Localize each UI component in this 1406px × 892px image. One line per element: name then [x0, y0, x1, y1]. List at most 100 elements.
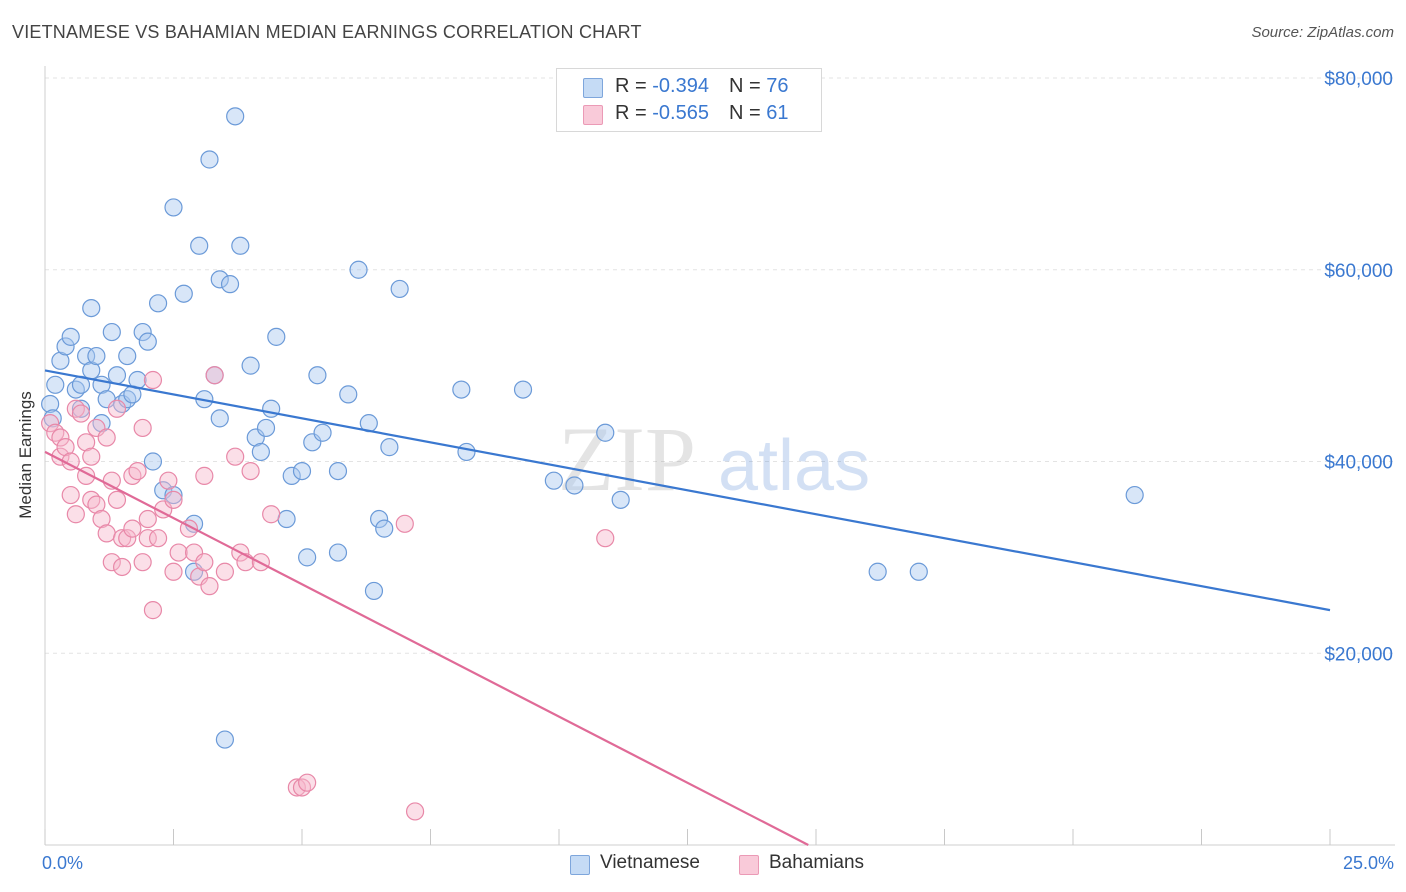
bahamians-swatch — [739, 855, 759, 875]
bahamian-point — [92, 509, 111, 529]
vietnamese-point — [71, 399, 91, 418]
vietnamese-point — [339, 385, 358, 404]
vietnamese-point — [148, 294, 168, 313]
bahamian-point — [87, 495, 106, 514]
bahamian-point — [241, 461, 260, 481]
vietnamese-swatch — [570, 855, 590, 875]
bahamian-point — [200, 577, 219, 596]
correlation-legend: R = -0.394 N = 76 R = -0.565 N = 61 — [556, 68, 822, 132]
bahamian-point — [215, 562, 234, 581]
vietnamese-point — [61, 327, 80, 346]
bahamian-point — [405, 802, 425, 821]
vietnamese-point — [292, 461, 312, 481]
y-tick-label: $20,000 — [1324, 644, 1393, 665]
vietnamese-point — [43, 409, 62, 428]
vietnamese-trend-line — [44, 369, 1331, 612]
vietnamese-point — [41, 394, 60, 414]
bahamian-point — [195, 553, 214, 572]
bahamian-point — [107, 490, 127, 509]
vietnamese-point — [251, 442, 270, 462]
bahamian-point — [133, 553, 152, 572]
vietnamese-point — [277, 509, 296, 529]
vietnamese-point — [308, 366, 327, 385]
bahamian-point — [118, 529, 137, 548]
vietnamese-point — [1125, 485, 1144, 505]
vietnamese-point — [457, 442, 476, 462]
r-label: R = — [615, 102, 653, 124]
vietnamese-point — [220, 275, 240, 294]
vietnamese-point — [102, 322, 121, 342]
bahamian-point — [395, 514, 414, 533]
bahamian-point — [102, 553, 121, 572]
bahamian-point — [287, 778, 306, 797]
bahamian-point — [112, 557, 132, 577]
bahamian-point — [123, 519, 142, 538]
n-label: N = — [728, 102, 767, 124]
vietnamese-point — [87, 346, 106, 366]
n-value: 61 — [766, 102, 789, 124]
vietnamese-point — [138, 332, 157, 351]
vietnamese-point — [513, 380, 533, 399]
vietnamese-point — [375, 519, 394, 538]
r-value: -0.394 — [652, 75, 709, 97]
bahamian-point — [262, 505, 281, 524]
chart-source: Source: ZipAtlas.com — [1251, 24, 1394, 41]
bahamian-point — [164, 562, 183, 581]
vietnamese-point — [364, 581, 384, 601]
watermark: ZIP atlas — [558, 408, 870, 510]
vietnamese-point — [190, 236, 209, 255]
y-tick-label: $80,000 — [1324, 69, 1393, 90]
bahamian-point — [41, 414, 60, 433]
bahamian-point — [51, 428, 70, 447]
trend-lines — [44, 369, 1331, 846]
x-tick-label-max: 25.0% — [1342, 853, 1394, 873]
bahamian-point — [143, 370, 163, 390]
bahamian-point — [143, 601, 163, 620]
vietnamese-point — [56, 337, 75, 356]
bahamian-point — [56, 438, 75, 457]
vietnamese-point — [46, 375, 65, 394]
vietnamese-point — [82, 299, 101, 318]
bahamian-point — [205, 366, 224, 385]
bahamian-point — [82, 447, 101, 466]
bahamian-point — [169, 543, 188, 562]
vietnamese-point — [267, 327, 286, 346]
bahamian-point — [138, 529, 157, 548]
n-label: N = — [728, 75, 767, 97]
vietnamese-point — [231, 236, 250, 255]
series-legend: Vietnamese Bahamians — [0, 852, 1406, 876]
legend-label-vietnamese: Vietnamese — [600, 852, 700, 873]
chart-title: VIETNAMESE VS BAHAMIAN MEDIAN EARNINGS C… — [12, 22, 642, 42]
bahamian-trend-line — [44, 450, 809, 846]
y-tick-label: $60,000 — [1324, 261, 1393, 282]
vietnamese-point — [452, 380, 471, 399]
vietnamese-point — [118, 346, 137, 366]
series-bahamians-points — [41, 366, 615, 821]
axes — [44, 66, 1395, 846]
vietnamese-point — [143, 452, 163, 471]
watermark-atlas: atlas — [718, 426, 870, 506]
vietnamese-point — [133, 322, 152, 342]
r-label: R = — [615, 75, 653, 97]
bahamians-swatch — [583, 105, 603, 125]
vietnamese-point — [200, 150, 219, 169]
vietnamese-point — [313, 423, 332, 442]
vietnamese-point — [390, 279, 409, 299]
bahamian-point — [107, 399, 127, 418]
vietnamese-swatch — [583, 78, 603, 98]
vietnamese-point — [51, 351, 70, 370]
bahamian-point — [133, 418, 152, 438]
bahamian-point — [298, 773, 317, 792]
bahamian-point — [596, 529, 615, 548]
vietnamese-point — [868, 562, 887, 581]
vietnamese-point — [565, 476, 584, 495]
vietnamese-point — [226, 107, 245, 126]
bahamian-point — [226, 447, 245, 466]
vietnamese-point — [164, 485, 183, 505]
y-axis-label: Median Earnings — [16, 391, 35, 519]
vietnamese-point — [164, 198, 183, 217]
vietnamese-point — [215, 730, 234, 749]
bahamian-point — [97, 428, 116, 447]
x-tick-label-min: 0.0% — [42, 853, 84, 873]
